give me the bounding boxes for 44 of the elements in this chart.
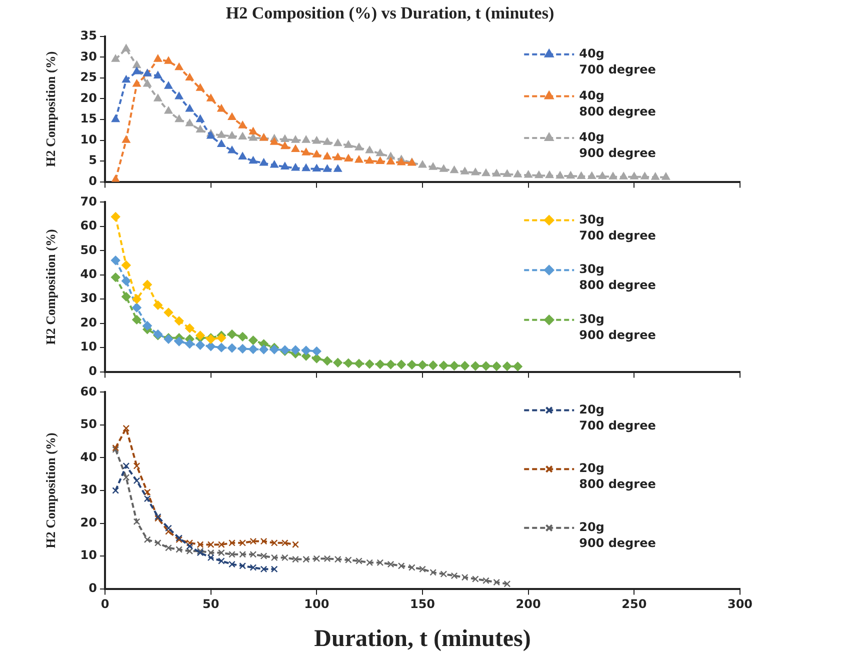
y-tick-label: 30	[80, 482, 97, 497]
y-axis-title: H2 Composition (%)	[43, 432, 58, 548]
y-tick-label: 60	[80, 218, 97, 233]
y-axis-title: H2 Composition (%)	[43, 229, 58, 345]
x-tick-label: 150	[410, 597, 436, 612]
y-tick-label: 10	[80, 132, 97, 146]
y-tick-label: 20	[80, 315, 97, 330]
legend-label: 40g 800 degree	[579, 88, 656, 118]
y-tick-label: 35	[80, 28, 97, 43]
y-tick-label: 50	[80, 417, 97, 432]
y-tick-label: 0	[88, 364, 97, 378]
x-axis-title: Duration, t (minutes)	[314, 626, 531, 652]
x-tick-label: 300	[727, 597, 753, 612]
y-tick-label: 30	[80, 291, 97, 306]
y-tick-label: 0	[88, 580, 97, 595]
x-tick-label: 200	[516, 597, 541, 612]
legend-label: 30g 900 degree	[579, 312, 656, 342]
y-axis-title: H2 Composition (%)	[43, 51, 58, 167]
y-tick-label: 10	[80, 340, 97, 354]
y-tick-label: 40	[80, 267, 97, 282]
legend-label: 20g 800 degree	[579, 461, 656, 492]
x-tick-label: 0	[100, 597, 110, 612]
legend-label: 20g 900 degree	[579, 520, 656, 550]
y-tick-label: 20	[80, 90, 97, 105]
y-tick-label: 50	[80, 242, 97, 257]
x-tick-label: 100	[304, 597, 330, 612]
y-tick-label: 10	[80, 548, 97, 562]
y-tick-label: 30	[80, 49, 97, 64]
legend-label: 30g 700 degree	[579, 212, 656, 242]
legend-label: 30g 800 degree	[579, 262, 656, 292]
legend-label: 20g 700 degree	[579, 402, 656, 432]
y-tick-label: 40	[80, 450, 97, 464]
chart-title: H2 Composition (%) vs Duration, t (minutes)	[226, 4, 554, 23]
y-tick-label: 25	[80, 70, 97, 84]
legend-label: 40g 900 degree	[579, 130, 656, 160]
y-tick-label: 60	[80, 384, 97, 398]
x-tick-label: 50	[202, 597, 220, 612]
y-tick-label: 20	[80, 515, 97, 530]
legend-label: 40g 700 degree	[579, 46, 656, 77]
y-tick-label: 0	[88, 174, 97, 188]
y-tick-label: 15	[80, 112, 97, 126]
y-tick-label: 70	[80, 194, 97, 208]
x-tick-label: 250	[622, 597, 647, 612]
y-tick-label: 5	[88, 153, 97, 168]
